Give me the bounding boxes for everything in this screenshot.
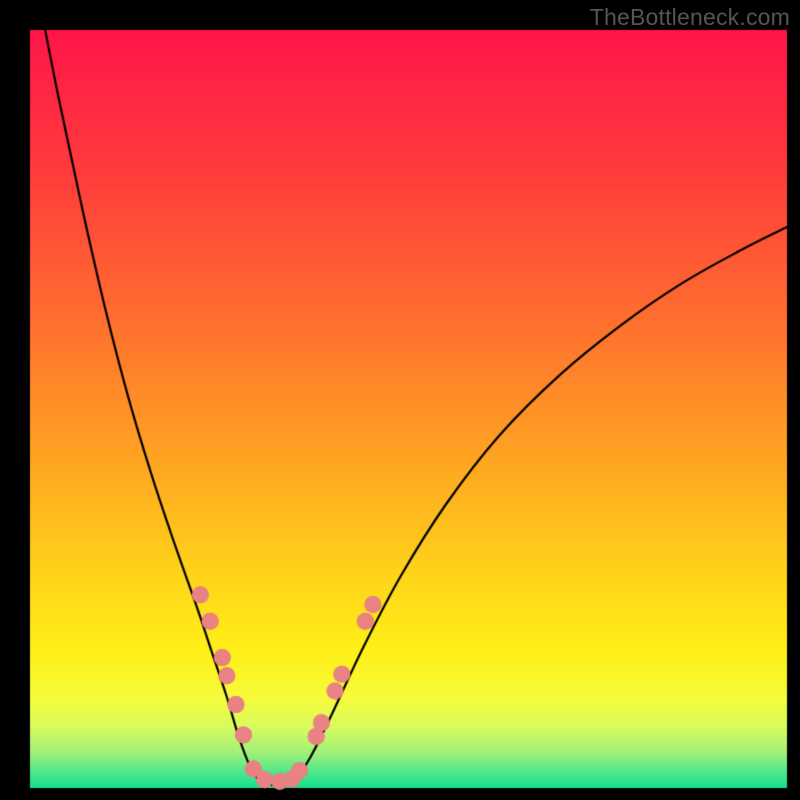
watermark-text: TheBottleneck.com [590,4,790,31]
bottleneck-curve-chart [0,0,800,800]
chart-stage: TheBottleneck.com [0,0,800,800]
